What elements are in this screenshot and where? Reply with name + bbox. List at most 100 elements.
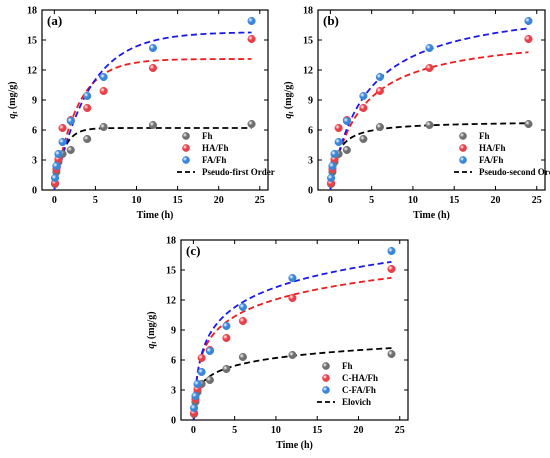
data-point-c-ha-fh — [387, 264, 396, 274]
x-tick-label: 10 — [132, 195, 142, 206]
x-tick-label: 15 — [173, 195, 183, 206]
x-tick-label: 15 — [449, 195, 459, 206]
data-point-fh — [83, 134, 92, 144]
data-point-c-fa-fh — [387, 246, 396, 256]
x-tick-label: 20 — [214, 195, 224, 206]
y-tick-label: 0 — [308, 186, 313, 197]
data-point-fh — [66, 145, 75, 155]
data-point-c-ha-fh — [222, 333, 231, 343]
data-point-fa-fh — [334, 137, 343, 147]
data-point-fa-fh — [54, 149, 63, 159]
chart-panel-2: 0 3 6 9 12 15 18 0 5 10 15 20 25 Time (h) qt (mg/g) (b)… — [283, 6, 550, 222]
legend-fit-label: Elovich — [342, 397, 371, 407]
y-axis-label-unit: (mg/g) — [283, 81, 294, 111]
y-axis-label-unit: (mg/g) — [146, 311, 157, 341]
legend-label: FA/Fh — [479, 155, 503, 165]
data-point-fh — [222, 364, 231, 374]
fit-curve-1 — [53, 127, 252, 191]
y-tick-label: 15 — [166, 266, 176, 277]
y-axis-label-unit: (mg/g) — [7, 81, 18, 111]
x-tick-label: 5 — [232, 425, 237, 436]
data-point-fa-fh — [375, 72, 384, 82]
data-point-ha-fh — [148, 63, 157, 73]
x-tick-label: 5 — [93, 195, 98, 206]
panel-label: (a) — [47, 13, 62, 28]
y-tick-label: 6 — [171, 356, 176, 367]
data-point-c-fa-fh — [205, 346, 214, 356]
legend-fit-label: Pseudo-first Order — [202, 167, 275, 177]
data-point-ha-fh — [83, 103, 92, 113]
data-point-fh — [342, 145, 351, 155]
chart-panel-3: 0 3 6 9 12 15 18 0 5 10 15 20 25 Time (h) qt (mg/g) (c)… — [146, 236, 409, 451]
plot-frame — [41, 9, 269, 191]
y-axis-label-subscript: t — [150, 341, 158, 344]
data-point-fh — [375, 122, 384, 132]
legend-label: Fh — [342, 361, 353, 371]
y-tick-label: 15 — [303, 36, 313, 47]
data-point-fa-fh — [328, 161, 337, 171]
data-point-fh — [238, 352, 247, 362]
x-tick-label: 25 — [255, 195, 265, 206]
y-axis-label-subscript: t — [287, 111, 295, 114]
y-axis-label-q: q — [283, 114, 294, 119]
data-point-c-ha-fh — [197, 353, 206, 363]
x-tick-label: 0 — [328, 195, 333, 206]
y-tick-label: 12 — [303, 66, 313, 77]
x-axis-label: Time (h) — [276, 440, 313, 451]
data-point-fa-fh — [83, 91, 92, 101]
x-tick-label: 5 — [369, 195, 374, 206]
data-point-fa-fh — [342, 116, 351, 126]
y-axis-label: qt (mg/g) — [146, 311, 158, 348]
y-tick-label: 3 — [32, 156, 37, 167]
y-tick-label: 9 — [308, 96, 313, 107]
x-tick-label: 25 — [395, 425, 405, 436]
y-axis-label: qt (mg/g) — [283, 81, 295, 118]
data-point-fh — [99, 122, 108, 132]
data-point-c-fa-fh — [190, 403, 199, 413]
y-tick-label: 18 — [303, 6, 313, 17]
legend-marker — [459, 144, 467, 152]
data-point-c-fa-fh — [222, 321, 231, 331]
data-point-ha-fh — [359, 103, 368, 113]
legend-label: HA/Fh — [202, 143, 229, 153]
data-point-fa-fh — [50, 173, 60, 183]
plot-frame — [317, 9, 546, 191]
data-point-fh — [425, 120, 434, 130]
legend-label: C-FA/Fh — [342, 385, 376, 395]
data-point-c-fa-fh — [191, 391, 200, 401]
data-point-fh — [387, 349, 396, 359]
data-point-fa-fh — [58, 137, 67, 147]
x-axis-label: Time (h) — [137, 210, 174, 221]
fit-curve-2 — [53, 58, 252, 191]
y-axis-label-subscript: t — [11, 111, 19, 114]
fit-curve-2 — [192, 276, 392, 421]
y-tick-label: 0 — [171, 416, 176, 427]
legend-label: Fh — [202, 131, 213, 141]
y-tick-label: 15 — [27, 36, 37, 47]
data-point-ha-fh — [58, 123, 67, 133]
data-point-fh — [288, 350, 297, 360]
y-tick-label: 18 — [166, 236, 176, 247]
legend-fit-label: Pseudo-second Order — [479, 167, 550, 177]
x-tick-label: 10 — [408, 195, 418, 206]
data-point-ha-fh — [247, 34, 256, 44]
data-point-fh — [148, 120, 157, 130]
y-tick-label: 9 — [32, 96, 37, 107]
data-point-c-ha-fh — [238, 316, 247, 326]
y-axis-label-q: q — [7, 114, 18, 119]
panel-label: (c) — [186, 243, 200, 258]
legend-marker — [322, 386, 330, 394]
data-point-fa-fh — [330, 149, 339, 159]
x-tick-label: 20 — [353, 425, 363, 436]
data-point-ha-fh — [375, 86, 384, 96]
legend-marker — [182, 156, 190, 164]
data-point-fa-fh — [52, 161, 61, 171]
y-tick-label: 18 — [27, 6, 37, 17]
fit-curve-3 — [192, 260, 392, 421]
data-point-ha-fh — [334, 123, 343, 133]
data-point-fa-fh — [327, 173, 336, 183]
y-tick-label: 12 — [27, 66, 37, 77]
x-tick-label: 25 — [532, 195, 542, 206]
